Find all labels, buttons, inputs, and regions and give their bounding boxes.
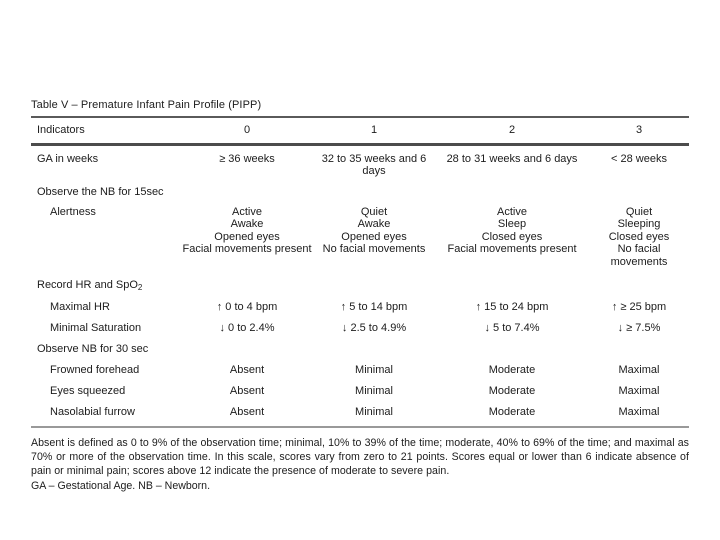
cell-score-3: ↑ ≥ 25 bpm xyxy=(611,301,667,314)
abbreviations-note: GA – Gestational Age. NB – Newborn. xyxy=(31,479,211,492)
cell-score-1: ↓ 2.5 to 4.9% xyxy=(341,322,407,335)
cell-line: Active xyxy=(232,206,262,218)
section-label: Record HR and SpO2 xyxy=(31,279,142,292)
row-label: Nasolabial furrow xyxy=(50,406,135,419)
table-title: Table V – Premature Infant Pain Profile … xyxy=(31,99,689,118)
table-header-row: Indicators 0 1 2 3 xyxy=(31,118,689,146)
cell-score-3: Maximal xyxy=(618,406,660,419)
cell-score-2: ↑ 15 to 24 bpm xyxy=(475,301,549,314)
cell-score-2: Moderate xyxy=(488,406,536,419)
table-row-nasolabial-furrow: Nasolabial furrow Absent Minimal Moderat… xyxy=(31,401,689,422)
spo2-subscript: 2 xyxy=(137,283,143,293)
section-label-text: Record HR and SpO xyxy=(37,279,138,292)
table-row-ga-weeks: GA in weeks ≥ 36 weeks 32 to 35 weeks an… xyxy=(31,146,689,181)
cell-line: Facial movements present xyxy=(447,243,577,256)
row-label: Maximal HR xyxy=(50,301,110,314)
cell-score-1: Minimal xyxy=(355,406,393,419)
table-row-maximal-hr: Maximal HR ↑ 0 to 4 bpm ↑ 5 to 14 bpm ↑ … xyxy=(31,296,689,317)
cell-score-2: Moderate xyxy=(488,385,536,398)
row-label: Eyes squeezed xyxy=(50,385,126,398)
table-row-eyes-squeezed: Eyes squeezed Absent Minimal Moderate Ma… xyxy=(31,380,689,401)
cell-score-1: ↑ 5 to 14 bpm xyxy=(340,301,408,314)
row-label: GA in weeks xyxy=(37,153,99,165)
cell-score-0: Active Awake Opened eyes Facial movement… xyxy=(181,206,313,268)
row-label: Alertness xyxy=(50,206,96,218)
cell-score-0: Absent xyxy=(229,364,265,377)
cell-score-0: ≥ 36 weeks xyxy=(219,153,275,165)
cell-score-2: Moderate xyxy=(488,364,536,377)
section-label: Observe NB for 30 sec xyxy=(37,343,149,356)
cell-score-0: Absent xyxy=(229,406,265,419)
cell-score-2: 28 to 31 weeks and 6 days xyxy=(446,153,578,165)
cell-score-3: Quiet Sleeping Closed eyes No facial mov… xyxy=(589,206,689,268)
cell-line: Opened eyes xyxy=(341,230,407,243)
cell-score-3: Maximal xyxy=(618,385,660,398)
section-row-observe-15sec: Observe the NB for 15sec xyxy=(31,181,689,202)
table-row-frowned-forehead: Frowned forehead Absent Minimal Moderate… xyxy=(31,359,689,380)
table-row-minimal-saturation: Minimal Saturation ↓ 0 to 2.4% ↓ 2.5 to … xyxy=(31,317,689,338)
cell-score-2: ↓ 5 to 7.4% xyxy=(484,322,540,335)
column-header-score-0: 0 xyxy=(243,124,251,136)
table-row-alertness: Alertness Active Awake Opened eyes Facia… xyxy=(31,202,689,274)
cell-score-0: ↑ 0 to 4 bpm xyxy=(216,301,278,314)
cell-line: Awake xyxy=(357,218,391,231)
cell-line: Quiet xyxy=(625,206,653,218)
cell-score-3: Maximal xyxy=(618,364,660,377)
pipp-table: Table V – Premature Infant Pain Profile … xyxy=(31,99,689,493)
cell-line: Sleeping xyxy=(617,218,661,231)
column-header-indicators: Indicators xyxy=(37,124,85,136)
cell-line: No facial movements xyxy=(322,243,426,256)
table-bottom-rule xyxy=(31,426,689,429)
cell-score-0: ↓ 0 to 2.4% xyxy=(219,322,275,335)
cell-line: No facial movements xyxy=(610,243,668,268)
cell-line: Facial movements present xyxy=(182,243,312,256)
cell-score-2: Active Sleep Closed eyes Facial movement… xyxy=(435,206,589,268)
cell-score-3: ↓ ≥ 7.5% xyxy=(617,322,661,335)
cell-line: Quiet xyxy=(360,206,388,218)
cell-score-1: Minimal xyxy=(355,385,393,398)
column-header-score-2: 2 xyxy=(508,124,516,136)
cell-score-1: Quiet Awake Opened eyes No facial moveme… xyxy=(313,206,435,268)
cell-score-1: Minimal xyxy=(355,364,393,377)
section-row-record-hr-spo2: Record HR and SpO2 xyxy=(31,274,689,296)
cell-line: Closed eyes xyxy=(481,230,543,243)
section-label: Observe the NB for 15sec xyxy=(37,186,164,198)
cell-line: Sleep xyxy=(497,218,527,231)
column-header-score-1: 1 xyxy=(370,124,378,136)
cell-score-3: < 28 weeks xyxy=(611,153,667,165)
row-label: Minimal Saturation xyxy=(50,322,142,335)
cell-score-1: 32 to 35 weeks and 6 days xyxy=(321,153,427,177)
section-row-observe-30sec: Observe NB for 30 sec xyxy=(31,338,689,359)
cell-line: Active xyxy=(497,206,527,218)
cell-line: Closed eyes xyxy=(608,230,670,243)
row-label: Frowned forehead xyxy=(50,364,140,377)
cell-score-0: Absent xyxy=(229,385,265,398)
table-footnote: Absent is defined as 0 to 9% of the obse… xyxy=(31,437,689,478)
cell-line: Opened eyes xyxy=(214,230,280,243)
column-header-score-3: 3 xyxy=(635,124,643,136)
cell-line: Awake xyxy=(230,218,264,231)
